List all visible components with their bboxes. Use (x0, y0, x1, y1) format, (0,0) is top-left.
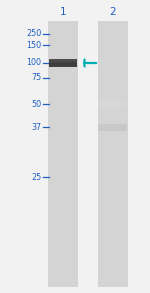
Text: 250: 250 (26, 29, 41, 38)
Bar (49, 59, 77, 67)
Text: 100: 100 (26, 59, 41, 67)
Bar (98, 124, 127, 131)
Bar (49, 65, 77, 66)
Text: 1: 1 (60, 7, 66, 17)
Bar (49, 66, 77, 67)
Text: 75: 75 (31, 73, 41, 82)
Text: 25: 25 (31, 173, 41, 182)
Bar (49, 63, 77, 64)
Bar (49, 60, 77, 61)
Bar (49, 62, 77, 63)
Bar (98, 21, 128, 287)
Bar (49, 64, 77, 65)
Bar (98, 101, 127, 107)
Text: 2: 2 (109, 7, 116, 17)
Text: 37: 37 (31, 123, 41, 132)
Text: 150: 150 (26, 41, 41, 50)
Bar (49, 61, 77, 62)
Bar (48, 21, 78, 287)
Text: 50: 50 (31, 100, 41, 108)
Bar (49, 59, 77, 60)
